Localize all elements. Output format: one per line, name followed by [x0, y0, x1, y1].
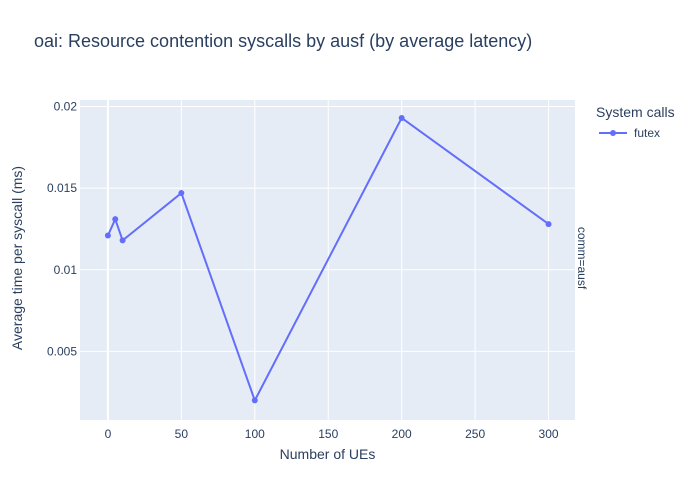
x-tick-label: 250	[465, 427, 485, 441]
legend-swatch	[599, 130, 627, 136]
data-point	[398, 114, 405, 121]
facet-label: comm=ausf	[575, 226, 589, 290]
data-point	[545, 221, 552, 228]
x-axis-label: Number of UEs	[279, 446, 376, 462]
y-axis-label: Average time per syscall (ms)	[9, 165, 25, 351]
y-tick-label: 0.015	[47, 181, 77, 195]
x-tick-label: 50	[175, 427, 189, 441]
legend-item-futex[interactable]: futex	[598, 125, 660, 141]
x-tick-label: 100	[245, 427, 265, 441]
x-tick-label: 0	[105, 427, 112, 441]
y-tick-label: 0.005	[47, 344, 77, 358]
data-point	[251, 397, 258, 404]
x-tick-label: 300	[539, 427, 559, 441]
legend-title: System calls	[596, 104, 675, 120]
x-tick-label: 150	[318, 427, 338, 441]
y-tick-labels: 0.005 0.01 0.015 0.02	[47, 100, 77, 359]
legend-label: futex	[634, 126, 661, 140]
y-gridlines	[80, 106, 575, 352]
y-tick-label: 0.01	[54, 263, 78, 277]
data-point	[119, 237, 126, 244]
chart-title: oai: Resource contention syscalls by aus…	[34, 31, 533, 51]
data-point	[112, 216, 119, 223]
series-layer	[104, 114, 552, 404]
x-gridlines	[106, 100, 550, 420]
data-point	[104, 232, 111, 239]
data-point	[178, 190, 185, 197]
y-tick-label: 0.02	[54, 100, 78, 114]
x-tick-label: 200	[392, 427, 412, 441]
x-tick-labels: 0 50 100 150 200 250 300	[105, 427, 559, 441]
